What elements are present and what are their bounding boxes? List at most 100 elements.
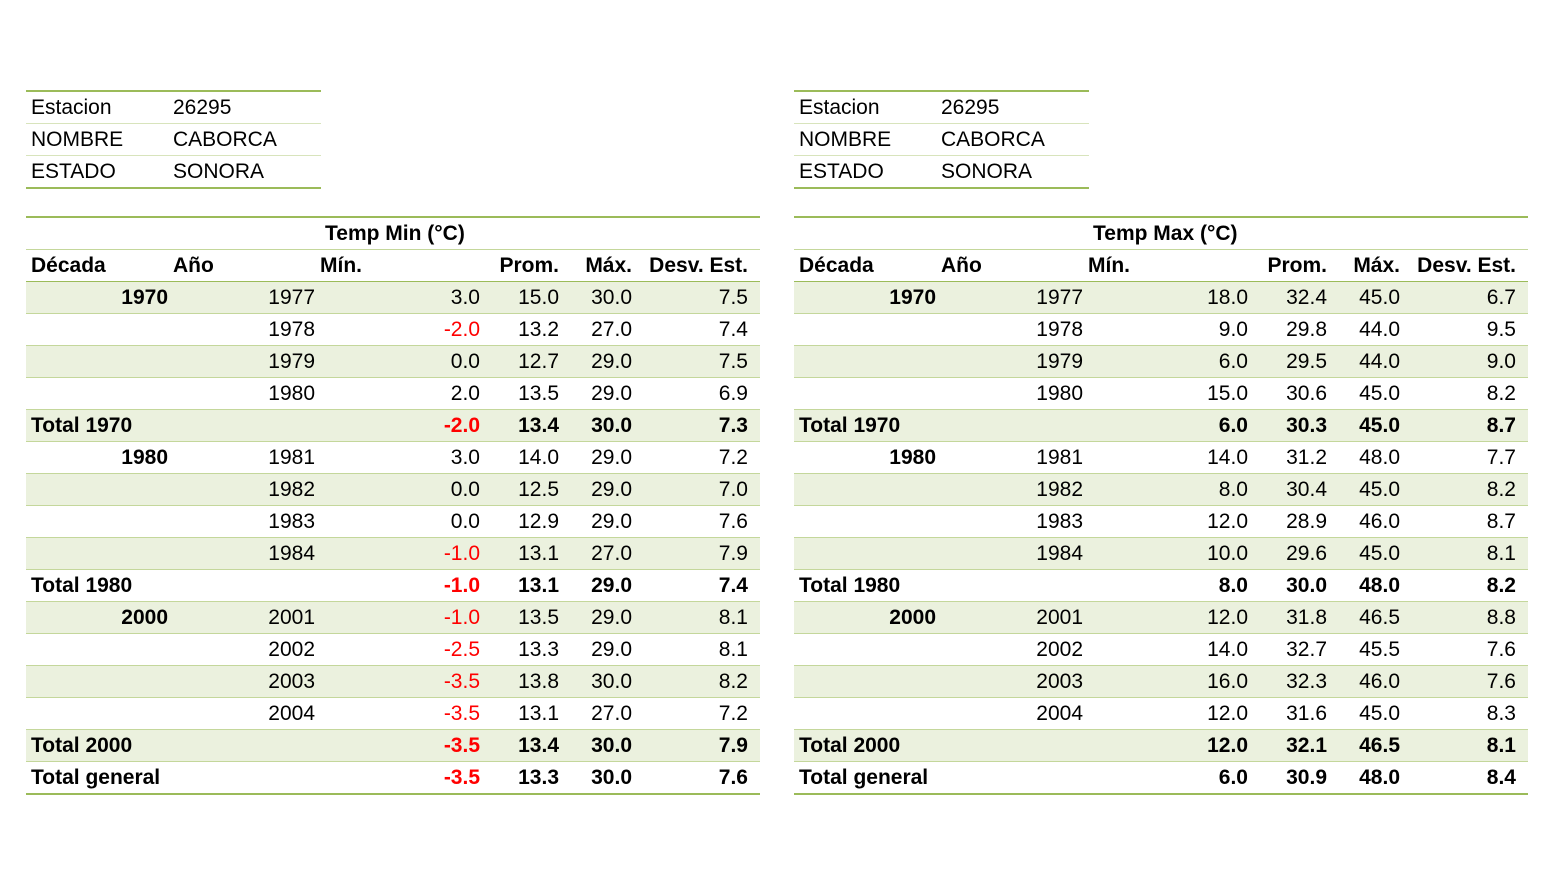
info-row: ESTADO SONORA — [794, 156, 1089, 187]
table-row: 2002 14.0 32.7 45.5 7.6 — [794, 634, 1528, 666]
cell-sd: 7.6 — [718, 509, 748, 533]
cell-sd: 8.7 — [1486, 413, 1516, 437]
header-year: Año — [173, 253, 214, 277]
cell-year: 1984 — [268, 541, 315, 565]
table-row: 1978 9.0 29.8 44.0 9.5 — [794, 314, 1528, 346]
cell-max: 46.0 — [1359, 509, 1400, 533]
cell-sd: 6.7 — [1486, 285, 1516, 309]
cell-avg: 30.0 — [1286, 573, 1327, 597]
cell-max: 29.0 — [591, 637, 632, 661]
cell-min: -2.0 — [443, 317, 480, 341]
cell-avg: 30.3 — [1286, 413, 1327, 437]
cell-max: 29.0 — [591, 381, 632, 405]
table-row: 1982 8.0 30.4 45.0 8.2 — [794, 474, 1528, 506]
cell-year: 1978 — [1036, 317, 1083, 341]
cell-max: 30.0 — [591, 669, 632, 693]
cell-year: 2003 — [268, 669, 315, 693]
cell-year: 2003 — [1036, 669, 1083, 693]
cell-max: 45.0 — [1359, 285, 1400, 309]
table-row: 2000 2001 -1.0 13.5 29.0 8.1 — [26, 602, 760, 634]
cell-sd: 9.0 — [1486, 349, 1516, 373]
cell-year: 1980 — [268, 381, 315, 405]
info-label: NOMBRE — [799, 127, 892, 151]
cell-avg: 12.7 — [518, 349, 559, 373]
cell-sd: 7.2 — [718, 445, 748, 469]
table-row: 2004 12.0 31.6 45.0 8.3 — [794, 698, 1528, 730]
cell-min: 14.0 — [1207, 637, 1248, 661]
table-title-row: Temp Min (°C) — [26, 218, 760, 250]
cell-year: 1981 — [1036, 445, 1083, 469]
cell-avg: 13.1 — [518, 573, 559, 597]
cell-avg: 32.1 — [1286, 733, 1327, 757]
table-row: 2002 -2.5 13.3 29.0 8.1 — [26, 634, 760, 666]
info-row: Estacion 26295 — [794, 92, 1089, 124]
cell-year: 1977 — [1036, 285, 1083, 309]
header-min: Mín. — [320, 253, 362, 277]
cell-min: 18.0 — [1207, 285, 1248, 309]
cell-max: 45.0 — [1359, 541, 1400, 565]
table-row: 1984 10.0 29.6 45.0 8.1 — [794, 538, 1528, 570]
cell-decade: Total 1980 — [31, 573, 133, 597]
cell-decade: Total 1970 — [31, 413, 133, 437]
cell-sd: 7.4 — [718, 573, 748, 597]
cell-sd: 7.2 — [718, 701, 748, 725]
cell-decade: Total 1980 — [799, 573, 901, 597]
table-header-row: Década Año Mín. Prom. Máx. Desv. Est. — [794, 250, 1528, 282]
cell-year: 2002 — [268, 637, 315, 661]
cell-decade: Total 2000 — [799, 733, 901, 757]
cell-max: 29.0 — [591, 573, 632, 597]
table-header-row: Década Año Mín. Prom. Máx. Desv. Est. — [26, 250, 760, 282]
cell-max: 45.0 — [1359, 701, 1400, 725]
cell-avg: 29.8 — [1286, 317, 1327, 341]
cell-min: 9.0 — [1218, 317, 1248, 341]
header-avg: Prom. — [1267, 253, 1327, 277]
cell-year: 1979 — [268, 349, 315, 373]
table-title-row: Temp Max (°C) — [794, 218, 1528, 250]
cell-year: 2004 — [1036, 701, 1083, 725]
header-avg: Prom. — [499, 253, 559, 277]
cell-year: 2002 — [1036, 637, 1083, 661]
cell-decade: Total general — [799, 765, 929, 789]
info-value: 26295 — [173, 95, 232, 119]
info-label: Estacion — [31, 95, 112, 119]
cell-min: 12.0 — [1207, 605, 1248, 629]
cell-min: 10.0 — [1207, 541, 1248, 565]
cell-avg: 28.9 — [1286, 509, 1327, 533]
info-value: 26295 — [941, 95, 1000, 119]
info-value: SONORA — [941, 159, 1033, 183]
cell-avg: 30.4 — [1286, 477, 1327, 501]
cell-avg: 13.5 — [518, 605, 559, 629]
header-year: Año — [941, 253, 982, 277]
cell-decade: 1970 — [889, 285, 936, 309]
cell-avg: 31.8 — [1286, 605, 1327, 629]
temp-min-pivot-table: Temp Min (°C) Década Año Mín. Prom. Máx. Desv.… — [26, 216, 760, 795]
cell-min: 12.0 — [1207, 701, 1248, 725]
info-row: ESTADO SONORA — [26, 156, 321, 187]
cell-avg: 13.4 — [518, 413, 559, 437]
cell-min: 8.0 — [1218, 573, 1248, 597]
cell-year: 1982 — [268, 477, 315, 501]
total-row: Total 1970 -2.0 13.4 30.0 7.3 — [26, 410, 760, 442]
cell-max: 29.0 — [591, 477, 632, 501]
cell-max: 29.0 — [591, 509, 632, 533]
table-row: 2004 -3.5 13.1 27.0 7.2 — [26, 698, 760, 730]
cell-sd: 7.7 — [1486, 445, 1516, 469]
table-row: 1983 0.0 12.9 29.0 7.6 — [26, 506, 760, 538]
total-row: Total 2000 12.0 32.1 46.5 8.1 — [794, 730, 1528, 762]
total-row: Total 2000 -3.5 13.4 30.0 7.9 — [26, 730, 760, 762]
total-row: Total 1980 -1.0 13.1 29.0 7.4 — [26, 570, 760, 602]
table-row: 1984 -1.0 13.1 27.0 7.9 — [26, 538, 760, 570]
station-info-table-max: Estacion 26295 NOMBRE CABORCA ESTADO SON… — [794, 90, 1089, 189]
cell-max: 48.0 — [1359, 573, 1400, 597]
cell-min: 6.0 — [1218, 765, 1248, 789]
info-value: CABORCA — [941, 127, 1045, 151]
cell-max: 45.0 — [1359, 381, 1400, 405]
cell-sd: 7.9 — [718, 733, 748, 757]
cell-avg: 13.8 — [518, 669, 559, 693]
cell-year: 1980 — [1036, 381, 1083, 405]
header-decade: Década — [31, 253, 106, 277]
cell-sd: 8.1 — [718, 637, 748, 661]
cell-min: 12.0 — [1207, 733, 1248, 757]
cell-sd: 8.3 — [1486, 701, 1516, 725]
cell-year: 1979 — [1036, 349, 1083, 373]
